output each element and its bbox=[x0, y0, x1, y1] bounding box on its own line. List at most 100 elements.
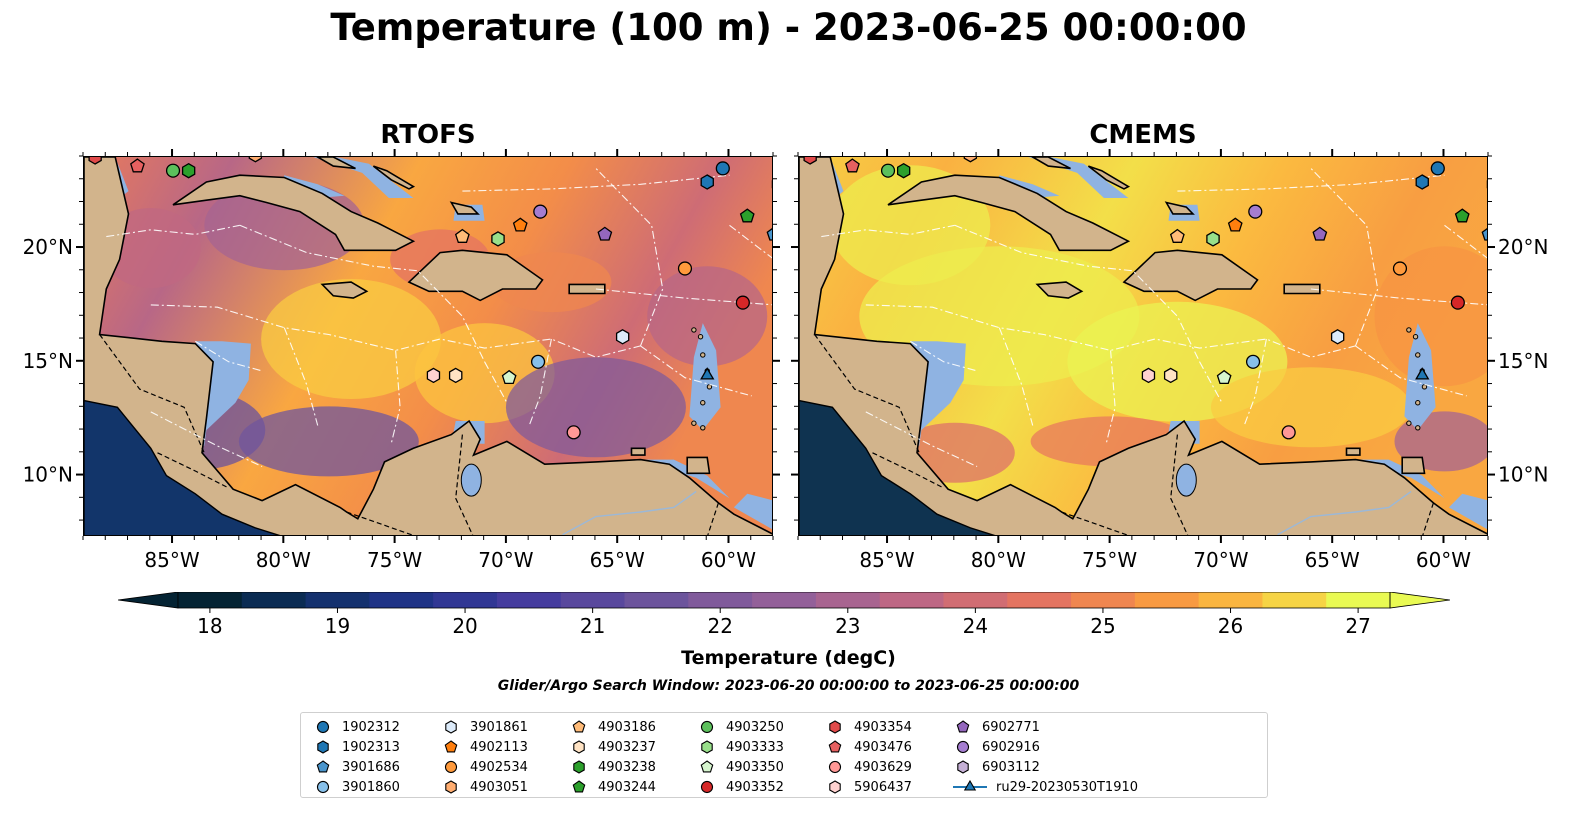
eez-boundary bbox=[1177, 174, 1445, 192]
island bbox=[1406, 420, 1412, 426]
float-marker bbox=[1415, 174, 1429, 190]
colorbar-bin bbox=[369, 592, 434, 608]
island bbox=[700, 352, 706, 358]
eez-boundary bbox=[390, 350, 401, 444]
colorbar-extend-low bbox=[117, 591, 179, 609]
colorbar-bin bbox=[879, 592, 944, 608]
land-mass bbox=[449, 201, 480, 215]
float-marker bbox=[1312, 226, 1328, 241]
map-rtofs bbox=[83, 156, 773, 536]
map-canvas bbox=[84, 157, 772, 535]
float-marker bbox=[1392, 261, 1408, 276]
panel-title-cmems: CMEMS bbox=[1089, 120, 1197, 150]
land-mass bbox=[1031, 157, 1071, 170]
legend-label: 4903476 bbox=[854, 739, 912, 755]
legend-item: ru29-20230530T1910 bbox=[953, 777, 1138, 797]
legend-item: 4903350 bbox=[697, 757, 784, 777]
legend-label: 4903350 bbox=[726, 759, 784, 775]
float-marker bbox=[454, 228, 470, 243]
legend-item: 5906437 bbox=[825, 777, 912, 797]
float-legend-marker bbox=[828, 740, 842, 753]
eez-boundary bbox=[865, 304, 1356, 358]
river bbox=[562, 490, 697, 535]
island bbox=[1415, 352, 1421, 358]
lon-tick-label: 70°W bbox=[1193, 548, 1248, 572]
land-mass bbox=[172, 174, 416, 252]
float-marker bbox=[88, 157, 102, 165]
lon-tick-label: 85°W bbox=[144, 548, 199, 572]
eez-boundary bbox=[910, 340, 978, 372]
colorbar-tick-label: 21 bbox=[580, 614, 605, 636]
country-border bbox=[1061, 511, 1130, 535]
float-legend-marker bbox=[956, 740, 970, 754]
eez-boundary bbox=[106, 224, 240, 238]
island bbox=[691, 327, 697, 333]
legend-label: 4902534 bbox=[470, 759, 528, 775]
eez-boundary bbox=[1310, 168, 1379, 347]
land-mass bbox=[1087, 165, 1131, 190]
lon-tick-label: 80°W bbox=[971, 548, 1026, 572]
lon-tick-label: 60°W bbox=[701, 548, 756, 572]
legend-item: 4903629 bbox=[825, 757, 912, 777]
lat-tick-label: 10°N bbox=[1498, 463, 1548, 487]
land-mass bbox=[1345, 447, 1361, 456]
eez-boundary bbox=[865, 411, 978, 467]
lon-tick-label: 60°W bbox=[1416, 548, 1471, 572]
legend-label: 4903333 bbox=[726, 739, 784, 755]
country-border bbox=[707, 502, 719, 535]
legend-item: 4903352 bbox=[697, 777, 784, 797]
river bbox=[1277, 490, 1412, 535]
land-mass bbox=[316, 157, 356, 170]
legend-item: 4903237 bbox=[569, 737, 656, 757]
eez-boundary bbox=[239, 224, 486, 363]
colorbar: 18 19 20 21 22 23 24 25 26 27 bbox=[117, 591, 1451, 640]
country-border bbox=[157, 452, 227, 488]
colorbar-bin bbox=[1262, 592, 1327, 608]
colorbar-tick-label: 26 bbox=[1218, 614, 1243, 636]
legend-label: 4903629 bbox=[854, 759, 912, 775]
land-mass bbox=[686, 456, 711, 475]
float-marker bbox=[1281, 425, 1296, 440]
field-feature bbox=[261, 279, 442, 400]
eez-boundary bbox=[150, 411, 263, 467]
shelf-area bbox=[1448, 493, 1487, 530]
legend-item: 3901861 bbox=[441, 717, 528, 737]
eez-boundary bbox=[195, 340, 263, 372]
lat-tick-label: 15°N bbox=[1498, 349, 1548, 373]
shelf-area bbox=[313, 157, 414, 198]
colorbar-label: Temperature (degC) bbox=[681, 647, 896, 669]
legend-item: 4903244 bbox=[569, 777, 656, 797]
float-legend-marker bbox=[700, 760, 714, 773]
eez-boundary bbox=[283, 327, 319, 426]
float-marker bbox=[677, 261, 693, 276]
colorbar-bin bbox=[496, 592, 562, 608]
float-legend-marker bbox=[829, 780, 841, 794]
legend-item: 4903186 bbox=[569, 717, 656, 737]
country-border bbox=[455, 434, 474, 535]
float-marker bbox=[1227, 217, 1243, 232]
legend-item: 4903354 bbox=[825, 717, 912, 737]
panel-title-rtofs: RTOFS bbox=[380, 120, 476, 150]
float-marker bbox=[1481, 228, 1487, 241]
legend-item: 4902534 bbox=[441, 757, 528, 777]
colorbar-bin bbox=[433, 592, 498, 608]
colorbar-bin bbox=[305, 592, 370, 608]
legend-label: ru29-20230530T1910 bbox=[996, 779, 1139, 795]
float-marker bbox=[1450, 295, 1465, 310]
float-marker bbox=[1206, 231, 1220, 247]
float-marker bbox=[512, 217, 528, 232]
colorbar-bin bbox=[943, 592, 1008, 608]
legend-item: 6902916 bbox=[953, 737, 1040, 757]
eez-boundary bbox=[462, 174, 730, 192]
legend-label: 4903244 bbox=[598, 779, 656, 795]
legend-item: 4903238 bbox=[569, 757, 656, 777]
legend-item: 4903476 bbox=[825, 737, 912, 757]
country-border bbox=[1170, 434, 1189, 535]
legend-label: 4902113 bbox=[470, 739, 528, 755]
float-marker bbox=[963, 157, 978, 163]
legend-label: 4903051 bbox=[470, 779, 528, 795]
legend-label: 4903354 bbox=[854, 719, 912, 735]
colorbar-tick-label: 22 bbox=[707, 614, 732, 636]
land-mass bbox=[1283, 283, 1321, 295]
legend-item: 1902313 bbox=[313, 737, 400, 757]
